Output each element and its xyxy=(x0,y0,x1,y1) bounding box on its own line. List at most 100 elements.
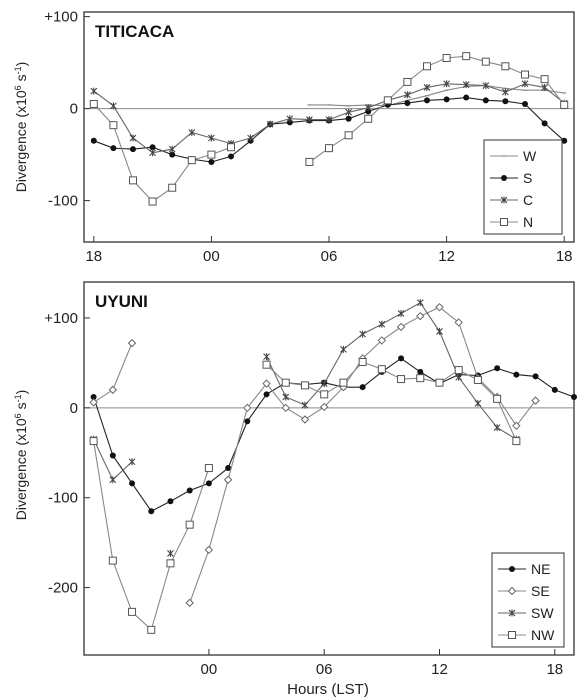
panel-uyuni-series-ne-point xyxy=(551,386,558,393)
panel-titicaca-series-c-point xyxy=(345,108,352,116)
panel-uyuni-frame xyxy=(83,281,575,656)
panel-uyuni-series-nw-point xyxy=(166,559,175,568)
panel-titicaca-series-n-point xyxy=(305,157,314,166)
panel-uyuni-series-sw-point xyxy=(109,476,117,484)
panel-uyuni-series-nw-point xyxy=(435,378,444,387)
panel-uyuni-series-nw-point xyxy=(473,375,482,384)
panel-titicaca-series-s-point xyxy=(561,137,568,144)
panel-uyuni-legend-item-se: SE xyxy=(498,583,550,599)
panel-titicaca-series-c-point xyxy=(306,116,313,124)
panel-titicaca-series-n-point xyxy=(560,100,569,109)
panel-uyuni-series-nw-point xyxy=(185,520,194,529)
panel-uyuni-legend-marker-ne xyxy=(509,566,515,572)
panel-titicaca-series-s-point xyxy=(130,146,136,153)
panel-titicaca-series-n-point xyxy=(521,70,529,79)
panel-uyuni-series-sw-point xyxy=(167,549,174,557)
panel-titicaca-y-tick-label: 0 xyxy=(70,101,78,118)
panel-titicaca-x-tick-label: 18 xyxy=(85,248,102,265)
panel-uyuni-series-nw-point xyxy=(89,437,98,446)
panel-titicaca-series-n-point xyxy=(364,114,373,123)
panel-uyuni-series-se-point xyxy=(127,338,137,348)
panel-uyuni-series-se-point xyxy=(108,385,118,395)
panel-titicaca-legend-label-s: S xyxy=(523,170,532,186)
panel-titicaca-series-w-line xyxy=(309,85,565,107)
panel-titicaca-series-n-point xyxy=(442,54,451,62)
panel-uyuni-series-nw-point xyxy=(108,556,117,565)
panel-uyuni-legend-item-nw: NW xyxy=(498,627,555,643)
panel-uyuni-series-sw-point xyxy=(282,393,290,401)
panel-uyuni-series-ne xyxy=(90,355,577,515)
panel-titicaca-series-c-point xyxy=(247,134,254,142)
panel-titicaca-series-s-point xyxy=(482,97,489,104)
panel-titicaca-series-s-point xyxy=(424,97,430,104)
panel-uyuni-series-ne-point xyxy=(359,384,366,391)
panel-titicaca-ticks: 18 00 06 12 18 +100 0 -100 xyxy=(44,9,572,265)
panel-titicaca-series-s-point xyxy=(541,120,548,127)
panel-uyuni-series-se-point xyxy=(262,379,271,388)
panel-uyuni-series-sw-point xyxy=(128,458,136,466)
panel-uyuni-series-ne-point xyxy=(90,394,97,401)
panel-uyuni-series-sw-point xyxy=(301,401,309,409)
panel-uyuni-series-sw-point xyxy=(263,353,270,361)
panel-uyuni-series-ne-point xyxy=(167,498,174,505)
panel-uyuni-y-axis-label-tail: s xyxy=(13,402,29,413)
panel-uyuni-series-nw-point xyxy=(281,378,290,387)
panel-uyuni-legend-marker-se xyxy=(507,586,517,596)
panel-uyuni-y-tick-label: 0 xyxy=(70,400,78,417)
panel-titicaca-x-tick-label: 00 xyxy=(203,248,220,265)
panel-uyuni-legend-marker-sw xyxy=(508,609,516,617)
panel-uyuni-series-sw-point xyxy=(320,380,328,388)
panel-titicaca-series-n-point xyxy=(148,197,157,206)
panel-titicaca-series-c-point xyxy=(286,115,294,123)
panel-uyuni-series-ne-point xyxy=(571,394,577,401)
panel-uyuni-series-sw-point xyxy=(493,424,501,432)
panel-uyuni-series-ne-line xyxy=(93,357,575,512)
panel-titicaca-series-n-point xyxy=(423,62,431,71)
panel-uyuni-series-sw-point xyxy=(416,299,424,307)
panel-titicaca-series-c-point xyxy=(521,80,529,88)
panel-titicaca-legend-label-w: W xyxy=(523,148,537,164)
panel-titicaca-series-n-point xyxy=(383,96,392,105)
panel-titicaca-legend-marker-n xyxy=(500,218,508,226)
panel-titicaca-legend-label-n: N xyxy=(523,214,533,230)
panel-titicaca-series-n-point xyxy=(207,150,216,159)
panel-titicaca-series-c-point xyxy=(110,102,117,110)
panel-titicaca-series-c-point xyxy=(266,120,274,128)
panel-uyuni-series-nw-point xyxy=(454,366,463,375)
panel-uyuni-series-nw-point xyxy=(128,607,137,616)
panel-uyuni-series-se-point xyxy=(281,403,290,413)
panel-titicaca-y-tick-label: -100 xyxy=(48,193,78,210)
panel-titicaca-legend-marker-c xyxy=(500,196,508,204)
panel-titicaca-y-axis-label-tail: s xyxy=(13,74,29,85)
panel-uyuni-series-se-point xyxy=(531,396,540,405)
panel-uyuni-series-se-point xyxy=(300,415,310,424)
panel-uyuni-series-nw-point xyxy=(512,437,521,446)
panel-titicaca-series-c-point xyxy=(364,104,372,112)
panel-uyuni-series-se-point xyxy=(512,421,521,431)
panel-titicaca-legend-item-n: N xyxy=(490,214,533,230)
panel-titicaca-y-axis-label-sup2: -1 xyxy=(13,66,23,74)
panel-uyuni-series-ne-point xyxy=(186,487,193,494)
panel-titicaca-legend-item-w: W xyxy=(490,148,537,164)
panel-uyuni-series-se-point xyxy=(416,311,425,321)
panel-titicaca-series-n-point xyxy=(187,156,196,165)
panel-titicaca-series-n xyxy=(89,52,569,206)
panel-uyuni-y-axis-label-sup: 6 xyxy=(13,413,23,418)
panel-uyuni-series-sw-line xyxy=(266,301,517,440)
panel-uyuni-legend-marker-nw xyxy=(508,631,516,639)
panel-uyuni-series-se-point xyxy=(243,403,252,413)
panel-titicaca-series-n-point xyxy=(168,183,177,192)
panel-titicaca-series-n-point xyxy=(403,77,412,86)
panel-titicaca-series-c-point xyxy=(129,134,137,142)
panel-titicaca-series-n-point xyxy=(129,176,137,185)
panel-uyuni-ticks: 00 06 12 18 +100 0 -100 -200 xyxy=(44,310,563,678)
panel-titicaca-y-axis-label: Divergence (x106 s-1) xyxy=(13,62,29,193)
panel-uyuni-series-ne-point xyxy=(148,508,155,515)
panel-titicaca-x-tick-label: 12 xyxy=(438,248,455,265)
panel-titicaca-legend-item-s: S xyxy=(490,170,532,186)
panel-titicaca-series-s-point xyxy=(463,94,470,101)
panel-uyuni-series-sw-point xyxy=(474,399,482,407)
panel-titicaca-series-n-point xyxy=(227,143,235,152)
panel-uyuni-y-tick-label: -200 xyxy=(48,580,78,597)
